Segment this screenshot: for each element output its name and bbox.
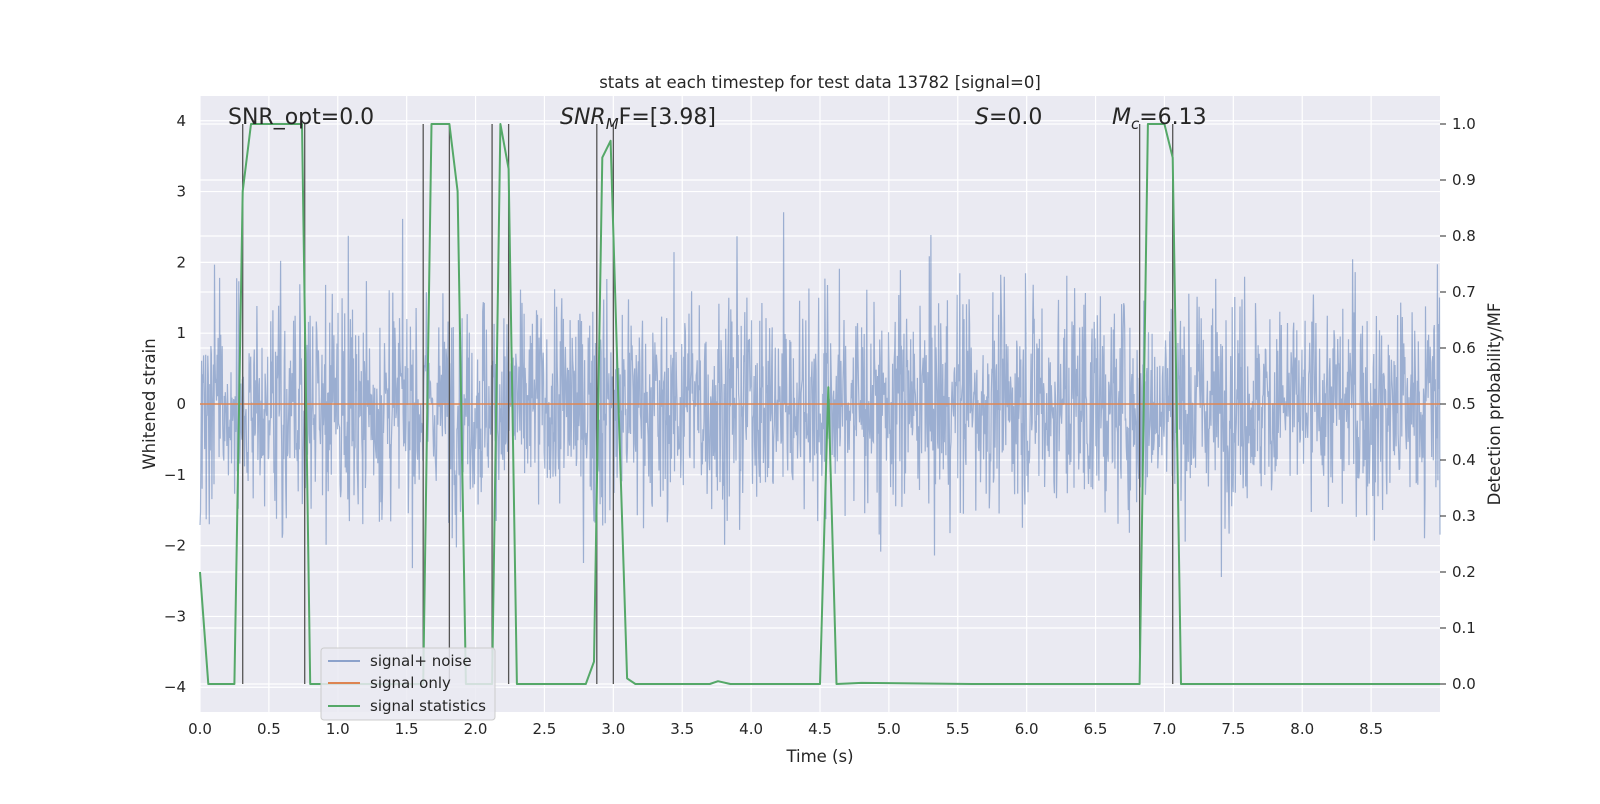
x-axis-label: Time (s)	[785, 747, 853, 766]
x-tick-label: 1.5	[395, 720, 419, 738]
x-tick-label: 0.5	[257, 720, 281, 738]
x-tick-label: 3.0	[601, 720, 625, 738]
y-tick-label: −4	[164, 678, 186, 696]
y-tick-label: −1	[164, 466, 186, 484]
annotation-snr-opt: SNR_opt=0.0	[228, 105, 374, 130]
y2-tick-label: 0.8	[1452, 227, 1476, 245]
y2-tick-label: 0.0	[1452, 675, 1476, 693]
y-tick-label: 2	[176, 253, 186, 271]
annotation-mc: Mc=6.13	[1112, 105, 1207, 133]
x-tick-label: 6.0	[1015, 720, 1039, 738]
y2-tick-label: 0.5	[1452, 395, 1476, 413]
x-tick-label: 2.5	[533, 720, 557, 738]
legend: signal+ noise signal only signal statist…	[320, 647, 496, 721]
annotation-mc-sub: c	[1131, 115, 1140, 133]
legend-label-signal-noise: signal+ noise	[370, 652, 472, 670]
legend-label-signal-only: signal only	[370, 674, 451, 692]
y2-tick-label: 0.4	[1452, 451, 1476, 469]
annotation-snr-mf-sub: M	[606, 115, 619, 133]
annotation-mc-rest: =6.13	[1139, 105, 1206, 130]
x-tick-label: 4.0	[739, 720, 763, 738]
legend-label-signal-statistics: signal statistics	[370, 697, 486, 715]
y2-tick-label: 0.2	[1452, 563, 1476, 581]
annotation-s-rest: =0.0	[989, 105, 1042, 130]
y-tick-label: −3	[164, 607, 186, 625]
x-tick-label: 8.0	[1290, 720, 1314, 738]
annotation-snr-mf-rest: F=[3.98]	[619, 105, 716, 130]
annotation-s: S=0.0	[975, 105, 1042, 130]
y-tick-label: 4	[176, 112, 186, 130]
x-tick-label: 5.5	[946, 720, 970, 738]
x-tick-label: 4.5	[808, 720, 832, 738]
x-tick-label: 8.5	[1359, 720, 1383, 738]
y2-tick-label: 0.9	[1452, 171, 1476, 189]
y2-tick-label: 1.0	[1452, 115, 1476, 133]
x-tick-label: 1.0	[326, 720, 350, 738]
x-tick-label: 7.0	[1153, 720, 1177, 738]
y2-axis-ticks: 0.0 0.1 0.2 0.3 0.4 0.5 0.6 0.7 0.8 0.9 1.0	[1440, 115, 1476, 693]
x-tick-label: 6.5	[1084, 720, 1108, 738]
x-tick-label: 5.0	[877, 720, 901, 738]
x-axis-ticks: 0.0 0.5 1.0 1.5 2.0 2.5 3.0 3.5 4.0 4.5 5.0 5.5 6.0 6…	[188, 720, 1383, 738]
plot-area	[199, 123, 1441, 685]
annotation-mc-main: M	[1112, 105, 1131, 130]
y2-axis-label: Detection probability/MF	[1485, 303, 1504, 506]
series-signal-noise-line	[199, 212, 1441, 578]
chart-title: stats at each timestep for test data 137…	[599, 73, 1041, 92]
y-tick-label: −2	[164, 537, 186, 555]
series-signal-statistics-line	[199, 123, 1440, 685]
y2-tick-label: 0.3	[1452, 507, 1476, 525]
annotation-s-main: S	[975, 105, 989, 130]
x-tick-label: 2.0	[464, 720, 488, 738]
y-tick-label: 1	[176, 324, 186, 342]
y2-tick-label: 0.6	[1452, 339, 1476, 357]
annotation-snr-mf-main: SNR	[560, 105, 606, 130]
y-tick-label: 3	[176, 183, 186, 201]
x-tick-label: 0.0	[188, 720, 212, 738]
y-axis-ticks: −4 −3 −2 −1 0 1 2 3 4	[164, 112, 186, 696]
x-tick-label: 3.5	[670, 720, 694, 738]
x-tick-label: 7.5	[1221, 720, 1245, 738]
y-axis-label: Whitened strain	[140, 338, 159, 469]
y2-tick-label: 0.7	[1452, 283, 1476, 301]
legend-box	[320, 647, 496, 721]
y-tick-label: 0	[176, 395, 186, 413]
y2-tick-label: 0.1	[1452, 619, 1476, 637]
annotation-snr-mf: SNRMF=[3.98]	[560, 105, 716, 133]
